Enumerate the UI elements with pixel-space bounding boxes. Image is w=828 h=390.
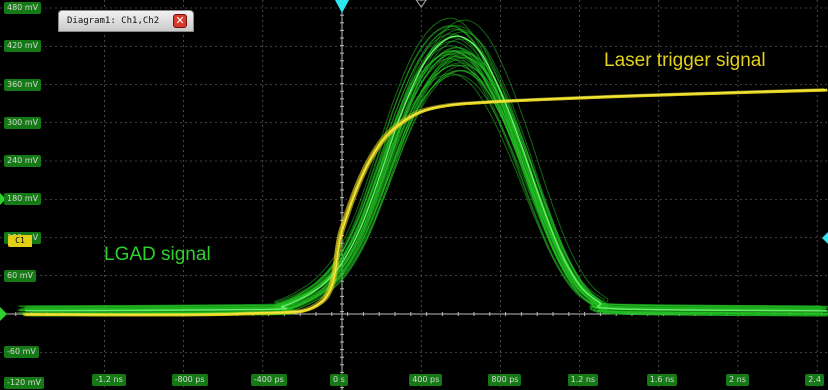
x-tick-label: -800 ps [171, 374, 208, 386]
laser-trace [23, 90, 826, 317]
x-tick-label: 1.2 ns [567, 374, 599, 386]
x-tick-label: -1.2 ns [92, 374, 126, 386]
trigger-position-marker [335, 0, 349, 13]
lgad-trace [31, 64, 828, 317]
y-tick-label: 180 mV [4, 193, 42, 206]
reference-marker [415, 0, 427, 8]
lgad-trace [30, 69, 828, 317]
x-tick-label: 2 ns [726, 374, 749, 386]
lgad-trace [17, 58, 820, 314]
lgad-signal-annotation: LGAD signal [104, 244, 211, 265]
laser-trace [25, 90, 828, 317]
y-tick-label: -60 mV [4, 346, 39, 359]
close-icon[interactable]: ✕ [173, 14, 187, 28]
lgad-trace-main [25, 35, 828, 312]
laser-trace [26, 90, 828, 317]
lgad-trace [27, 62, 828, 315]
diagram-tab[interactable]: Diagram1: Ch1,Ch2 ✕ [58, 10, 194, 32]
laser-trace [23, 89, 826, 316]
x-tick-label: 2.4 [805, 374, 824, 386]
y-tick-label: -120 mV [4, 377, 44, 389]
lgad-trace [17, 53, 820, 311]
lgad-trace [24, 64, 827, 309]
laser-trace [22, 88, 825, 315]
lgad-trace [30, 31, 828, 315]
lgad-trace [27, 70, 828, 312]
ch-level-marker [0, 193, 6, 205]
x-tick-label: 400 ps [409, 374, 443, 386]
laser-trace [22, 89, 825, 316]
laser-trace [24, 90, 827, 317]
x-tick-label: 1.6 ns [646, 374, 678, 386]
ch-offset-marker [0, 307, 7, 321]
y-tick-label: 360 mV [4, 78, 42, 91]
lgad-trace [29, 38, 828, 311]
lgad-trace [21, 37, 823, 316]
lgad-trace [32, 57, 828, 313]
y-tick-label: 300 mV [4, 116, 42, 129]
lgad-trace [18, 73, 821, 312]
channel-marker[interactable]: C1 [8, 235, 32, 247]
laser-trigger-annotation: Laser trigger signal [604, 50, 766, 71]
laser-trace [25, 89, 827, 316]
x-tick-label: 800 ps [488, 374, 522, 386]
laser-trace [23, 89, 826, 316]
laser-trace [25, 90, 828, 317]
lgad-trace [27, 69, 828, 315]
y-tick-label: 420 mV [4, 40, 42, 53]
lgad-trace [19, 33, 822, 310]
x-tick-label: 0 s [330, 374, 348, 386]
y-tick-label: 240 mV [4, 155, 42, 167]
diagram-tab-label: Diagram1: Ch1,Ch2 [67, 16, 160, 26]
laser-trace-main [25, 88, 828, 316]
y-tick-label: 60 mV [4, 269, 36, 282]
x-tick-label: -400 ps [250, 374, 287, 386]
trigger-level-marker [822, 232, 828, 244]
y-tick-label: 480 mV [4, 2, 42, 14]
